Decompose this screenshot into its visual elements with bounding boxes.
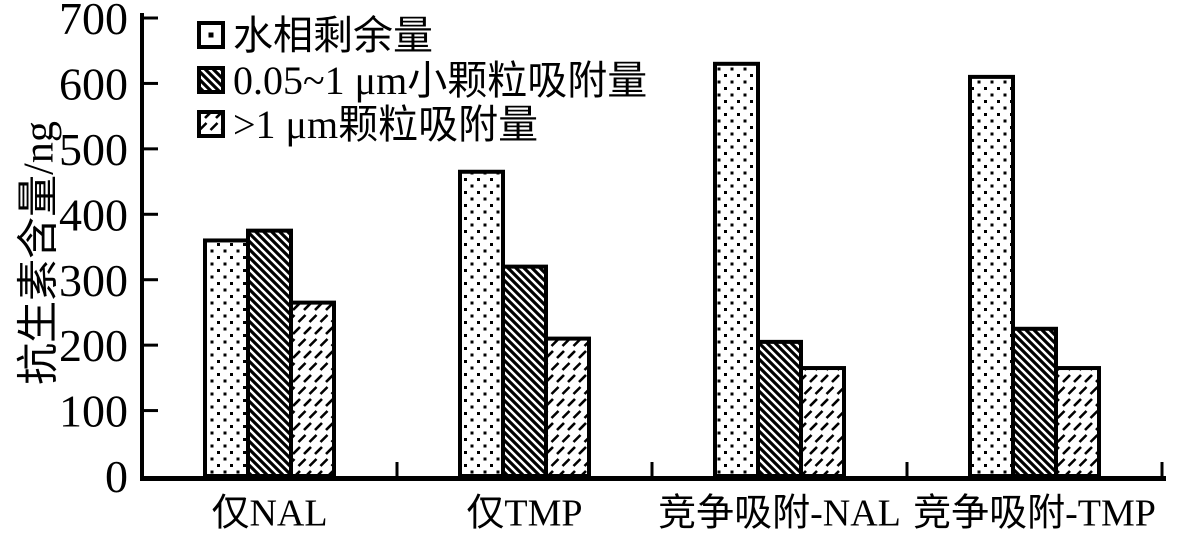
bar-only-nal-large-particle-adsorbed — [289, 300, 336, 478]
legend-label-large-particle-adsorbed: >1 μm颗粒吸附量 — [233, 102, 538, 147]
category-labels: 仅NAL 仅TMP 竞争吸附-NAL 竞争吸附-TMP — [211, 492, 1155, 534]
bar-only-nal-aqueous-residual — [203, 238, 250, 478]
bar-competitive-nal-small-particle-adsorbed — [756, 339, 803, 478]
legend-swatch-hatch-icon — [197, 66, 225, 94]
bar-competitive-tmp-large-particle-adsorbed — [1054, 366, 1101, 478]
bar-competitive-tmp-small-particle-adsorbed — [1011, 326, 1058, 478]
bars — [203, 61, 1101, 479]
legend-item-small-particle-adsorbed: 0.05~1 μm小颗粒吸附量 — [197, 58, 647, 103]
y-tick-label: 600 — [59, 59, 128, 110]
y-tick-label: 0 — [105, 451, 128, 502]
y-tick-label: 200 — [59, 320, 128, 371]
bar-only-tmp-aqueous-residual — [458, 169, 505, 478]
bar-only-tmp-large-particle-adsorbed — [544, 336, 591, 478]
y-axis-title: 抗生素含量/ng — [16, 121, 63, 385]
legend-label-small-particle-adsorbed: 0.05~1 μm小颗粒吸附量 — [233, 58, 647, 103]
category-label-competitive-nal: 竞争吸附-NAL — [658, 492, 901, 534]
bar-competitive-nal-aqueous-residual — [713, 61, 760, 479]
y-axis-ticks: 0 100 200 300 400 500 600 700 — [59, 0, 158, 502]
y-tick-label: 400 — [59, 189, 128, 240]
y-tick-label: 700 — [59, 0, 128, 44]
category-label-only-nal: 仅NAL — [211, 492, 327, 534]
legend-item-large-particle-adsorbed: >1 μm颗粒吸附量 — [197, 102, 538, 147]
legend-swatch-dash-icon — [197, 110, 225, 138]
category-label-only-tmp: 仅TMP — [466, 492, 582, 534]
category-label-competitive-tmp: 竞争吸附-TMP — [913, 492, 1156, 534]
bar-only-nal-small-particle-adsorbed — [246, 228, 293, 478]
y-tick-label: 100 — [59, 386, 128, 437]
x-axis-ticks — [395, 462, 1164, 476]
bar-competitive-nal-large-particle-adsorbed — [799, 366, 846, 478]
legend-label-aqueous-residual: 水相剩余量 — [233, 13, 433, 58]
legend-swatch-dot — [208, 32, 214, 38]
bar-only-tmp-small-particle-adsorbed — [501, 264, 548, 478]
bar-competitive-tmp-aqueous-residual — [968, 74, 1015, 478]
y-tick-label: 300 — [59, 255, 128, 306]
legend-item-aqueous-residual: 水相剩余量 — [197, 13, 433, 58]
y-tick-label: 500 — [59, 124, 128, 175]
